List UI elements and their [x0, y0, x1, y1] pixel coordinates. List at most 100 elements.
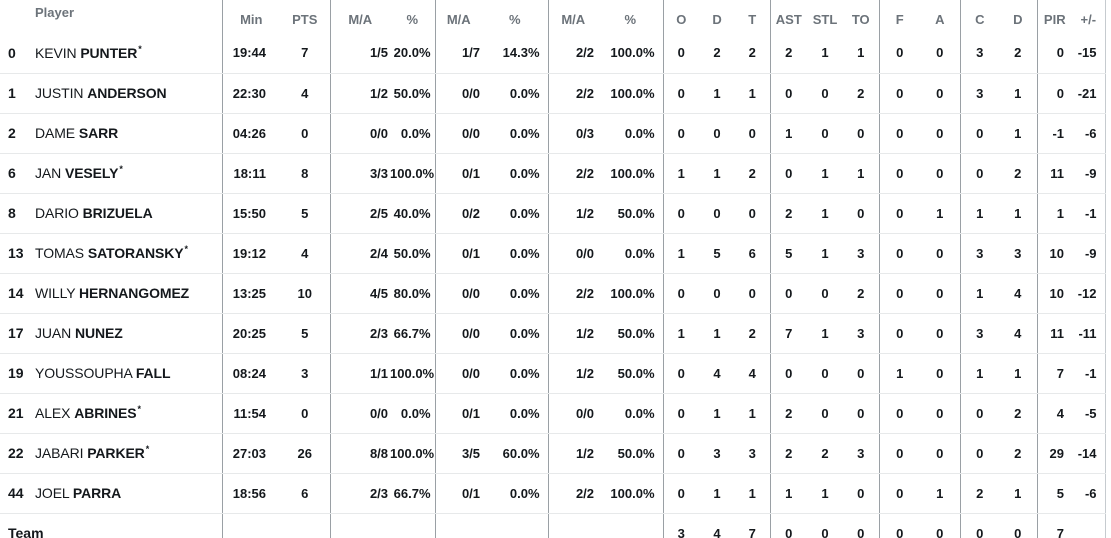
- player-name-link[interactable]: JUAN NUNEZ: [30, 313, 223, 354]
- cell-2pt-percentage: 66.7%: [390, 313, 436, 354]
- cell-blocks-against: 0: [920, 153, 961, 194]
- cell-total-rebounds: 2: [735, 313, 771, 354]
- cell-3pt-made-attempted: 0/0: [434, 313, 483, 354]
- cell-2pt-made-attempted: 1/2: [329, 73, 391, 114]
- player-name-link[interactable]: JABARI PARKER*: [30, 433, 223, 474]
- cell-steals: 0: [807, 393, 844, 434]
- cell-fouls-committed: 1: [959, 353, 1000, 394]
- col-header-3pt-percentage: %: [508, 12, 521, 27]
- cell-points: [280, 513, 330, 538]
- cell-ft-percentage: 50.0%: [598, 353, 664, 394]
- player-last-name: FALL: [135, 365, 171, 381]
- cell-ft-percentage: 0.0%: [598, 233, 664, 274]
- cell-blocks-favor: 0: [878, 233, 921, 274]
- col-header-fouls-drawn: D: [1013, 12, 1023, 27]
- col-header-2pt-made-attempted: M/A: [329, 0, 391, 33]
- cell-ft-percentage: 100.0%: [598, 73, 664, 114]
- player-number: 21: [0, 393, 30, 434]
- cell-3pt-made-attempted: 0/0: [434, 73, 483, 114]
- cell-fouls-committed: 1: [959, 193, 1000, 234]
- cell-minutes: 08:24: [221, 353, 281, 394]
- cell-fouls-committed: 3: [959, 73, 1000, 114]
- cell-assists: 2: [769, 193, 808, 234]
- cell-pir: 0: [1036, 73, 1073, 114]
- cell-2pt-made-attempted: 0/0: [329, 113, 391, 154]
- cell-blocks-against: 0: [920, 33, 961, 74]
- cell-minutes: 20:25: [221, 313, 281, 354]
- cell-3pt-made-attempted: 0/1: [434, 393, 483, 434]
- starter-asterisk: *: [145, 444, 150, 455]
- cell-offensive-rebounds: 0: [662, 273, 700, 314]
- cell-offensive-rebounds: 1: [662, 313, 700, 354]
- cell-offensive-rebounds: 0: [662, 193, 700, 234]
- player-last-name: ANDERSON: [87, 85, 167, 101]
- cell-ft-percentage: [598, 513, 663, 538]
- player-name-link[interactable]: ALEX ABRINES*: [30, 393, 223, 434]
- player-row: 8 DARIO BRIZUELA 15:50 5 2/5 40.0% 0/2 0…: [0, 193, 1106, 234]
- team-row: Team 3 4 7 0 0 0 0 0 0 0 7: [0, 513, 1106, 538]
- cell-ft-percentage: 100.0%: [598, 273, 664, 314]
- cell-defensive-rebounds: 0: [699, 193, 736, 234]
- player-number: 22: [0, 433, 30, 474]
- cell-fouls-committed: 2: [959, 473, 1000, 514]
- player-name-link[interactable]: KEVIN PUNTER*: [30, 33, 223, 74]
- cell-fouls-drawn: 1: [999, 193, 1038, 234]
- cell-blocks-favor: 0: [878, 153, 921, 194]
- player-name-link[interactable]: JAN VESELY*: [30, 153, 223, 194]
- player-name-link[interactable]: TOMAS SATORANSKY*: [30, 233, 223, 274]
- cell-steals: 0: [821, 525, 829, 538]
- player-row: 0 KEVIN PUNTER* 19:44 7 1/5 20.0% 1/7 14…: [0, 33, 1106, 74]
- player-name-link[interactable]: JUSTIN ANDERSON: [30, 73, 223, 114]
- cell-2pt-made-attempted: 2/5: [329, 193, 391, 234]
- cell-turnovers: 3: [843, 233, 880, 274]
- cell-blocks-favor: 0: [878, 273, 921, 314]
- cell-3pt-made-attempted: 1/7: [434, 33, 483, 74]
- cell-pir: 10: [1036, 273, 1073, 314]
- player-last-name: SATORANSKY*: [87, 244, 188, 261]
- player-last-name: NUNEZ: [74, 325, 123, 341]
- cell-pir: 1: [1036, 193, 1073, 234]
- player-first-name: KEVIN: [35, 44, 81, 61]
- cell-pir: 10: [1036, 233, 1073, 274]
- cell-turnovers: 2: [843, 273, 880, 314]
- col-header-offensive-rebounds: O: [662, 0, 700, 33]
- cell-offensive-rebounds: 0: [662, 473, 700, 514]
- cell-total-rebounds: 4: [735, 353, 771, 394]
- cell-defensive-rebounds: 0: [699, 113, 736, 154]
- cell-pir: -1: [1036, 113, 1073, 154]
- cell-plus-minus: -14: [1072, 433, 1106, 474]
- player-name-link[interactable]: WILLY HERNANGOMEZ: [30, 273, 223, 314]
- cell-3pt-percentage: 60.0%: [482, 433, 549, 474]
- cell-2pt-made-attempted: 8/8: [329, 433, 391, 474]
- cell-offensive-rebounds: 3: [662, 513, 700, 538]
- cell-assists: 7: [769, 313, 808, 354]
- cell-steals: 1: [807, 193, 844, 234]
- cell-turnovers: 1: [843, 153, 880, 194]
- col-header-player: Player: [35, 5, 75, 20]
- cell-assists: 0: [769, 73, 808, 114]
- player-number: 6: [0, 153, 30, 194]
- player-name-link[interactable]: DAME SARR: [30, 113, 223, 154]
- cell-blocks-favor: 0: [878, 433, 921, 474]
- cell-fouls-drawn: 3: [999, 233, 1038, 274]
- player-first-name: DARIO: [35, 205, 83, 221]
- cell-fouls-drawn: 2: [999, 433, 1038, 474]
- cell-defensive-rebounds: 1: [699, 473, 736, 514]
- cell-ft-percentage: 100.0%: [598, 473, 664, 514]
- player-name-link[interactable]: YOUSSOUPHA FALL: [30, 353, 223, 394]
- player-number: 1: [0, 73, 30, 114]
- player-name-link[interactable]: DARIO BRIZUELA: [30, 193, 223, 234]
- cell-blocks-against: 0: [920, 273, 961, 314]
- cell-fouls-committed: 1: [959, 273, 1000, 314]
- cell-fouls-drawn: 1: [999, 73, 1038, 114]
- cell-pir: 11: [1036, 313, 1073, 354]
- cell-3pt-made-attempted: 3/5: [434, 433, 483, 474]
- cell-ft-made-attempted: 1/2: [547, 193, 599, 234]
- cell-turnovers: 2: [843, 73, 880, 114]
- cell-defensive-rebounds: 5: [699, 233, 736, 274]
- cell-total-rebounds: 1: [735, 73, 771, 114]
- cell-assists: 2: [769, 393, 808, 434]
- player-name-link[interactable]: JOEL PARRA: [30, 473, 223, 514]
